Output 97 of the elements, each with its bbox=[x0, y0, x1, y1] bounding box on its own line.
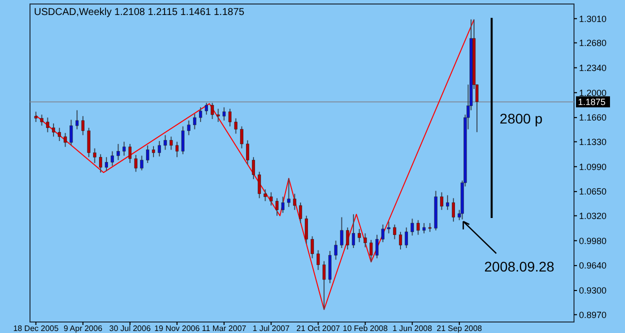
y-tick-label: 0.9980 bbox=[579, 236, 607, 246]
candlestick bbox=[99, 154, 102, 174]
candlestick bbox=[334, 240, 338, 260]
candlestick bbox=[93, 148, 96, 164]
candlestick bbox=[316, 250, 320, 270]
x-tick-label: 11 Mar 2007 bbox=[202, 324, 247, 333]
candlestick bbox=[210, 102, 214, 120]
candlestick bbox=[199, 106, 202, 122]
candlestick bbox=[140, 155, 144, 171]
candlestick bbox=[258, 171, 261, 199]
candlestick bbox=[70, 119, 73, 146]
x-tick-label: 21 Sep 2008 bbox=[436, 324, 483, 333]
x-tick-label: 1 Jul 2007 bbox=[252, 324, 290, 333]
y-tick-label: 1.0650 bbox=[579, 186, 607, 197]
candlestick bbox=[275, 198, 279, 216]
y-tick-label: 1.2340 bbox=[579, 62, 607, 73]
candlestick bbox=[134, 154, 138, 172]
candlestick bbox=[287, 178, 290, 208]
candlestick bbox=[146, 144, 150, 164]
candlestick bbox=[187, 120, 190, 136]
candlestick bbox=[422, 222, 426, 234]
candlestick bbox=[76, 110, 79, 130]
x-tick-label: 19 Nov 2006 bbox=[154, 324, 200, 333]
x-tick-label: 10 Feb 2008 bbox=[342, 324, 388, 333]
candlestick bbox=[404, 226, 408, 248]
annotation: 2008.09.28 bbox=[484, 258, 555, 274]
y-tick-label: 1.1330 bbox=[579, 136, 607, 147]
candlestick bbox=[264, 188, 267, 202]
candlestick bbox=[228, 108, 232, 127]
candlestick bbox=[310, 236, 314, 259]
annotation: 2800 p bbox=[500, 110, 543, 126]
candlestick bbox=[122, 141, 126, 156]
candlestick bbox=[40, 114, 44, 126]
candlestick bbox=[346, 226, 350, 250]
candlestick bbox=[87, 127, 90, 158]
x-tick-label: 18 Dec 2005 bbox=[13, 324, 60, 333]
candlestick bbox=[322, 260, 326, 310]
candlestick bbox=[304, 215, 308, 244]
x-tick-label: 9 Apr 2006 bbox=[64, 324, 103, 333]
candlestick bbox=[358, 228, 361, 243]
candlestick bbox=[234, 118, 238, 134]
y-tick-label: 1.1660 bbox=[579, 112, 607, 123]
candlestick bbox=[375, 234, 379, 259]
y-tick-label: 1.3010 bbox=[579, 14, 607, 24]
candlestick bbox=[181, 126, 184, 155]
candlestick bbox=[440, 192, 444, 210]
candlestick bbox=[110, 150, 114, 166]
candlestick bbox=[387, 221, 390, 234]
ref-line-label: 1.1875 bbox=[578, 96, 606, 107]
line-series bbox=[35, 18, 475, 310]
candlestick bbox=[281, 196, 284, 214]
x-tick-label: 1 Jun 2008 bbox=[392, 324, 433, 333]
candlestick bbox=[81, 116, 84, 136]
candlestick bbox=[370, 239, 373, 262]
y-tick-label: 0.9300 bbox=[579, 286, 607, 296]
candlestick bbox=[252, 156, 256, 180]
y-tick-label: 0.9640 bbox=[579, 260, 607, 271]
x-tick-label: 21 Oct 2007 bbox=[296, 324, 341, 333]
candlestick bbox=[34, 111, 38, 122]
candlestick bbox=[298, 202, 302, 224]
candlestick bbox=[204, 102, 208, 116]
y-tick-label: 1.2680 bbox=[579, 38, 607, 48]
candlestick bbox=[410, 218, 414, 236]
candlestick bbox=[52, 122, 56, 138]
x-tick-label: 30 Jul 2006 bbox=[109, 324, 152, 333]
candlestick bbox=[128, 143, 132, 164]
candlestick bbox=[352, 214, 356, 248]
y-tick-label: 1.2000 bbox=[579, 88, 607, 98]
candlestick bbox=[416, 220, 420, 236]
candlestick bbox=[364, 232, 367, 248]
candlestick bbox=[164, 134, 167, 150]
candlestick bbox=[104, 156, 108, 172]
candlestick bbox=[152, 146, 156, 158]
y-tick-label: 1.0320 bbox=[579, 210, 607, 221]
candlestick bbox=[446, 194, 450, 210]
y-tick-label: 0.8970 bbox=[579, 310, 607, 320]
candlestick bbox=[398, 231, 402, 250]
candlestick bbox=[393, 224, 396, 240]
candlestick bbox=[240, 126, 244, 149]
chart-title: USDCAD,Weekly 1.2108 1.2115 1.1461 1.1875 bbox=[34, 7, 245, 18]
candlestick bbox=[381, 224, 384, 243]
candlestick bbox=[46, 117, 50, 133]
candlestick bbox=[158, 140, 161, 157]
candlestick bbox=[116, 143, 120, 161]
candlestick bbox=[340, 216, 344, 248]
y-tick-label: 1.0990 bbox=[579, 162, 607, 172]
candlestick bbox=[175, 141, 179, 158]
candlestick bbox=[170, 136, 173, 150]
candlestick bbox=[216, 108, 220, 122]
candlestick bbox=[293, 193, 296, 210]
candlestick bbox=[246, 140, 250, 165]
candlestick bbox=[452, 198, 455, 222]
candlestick bbox=[64, 132, 67, 148]
candlestick bbox=[58, 127, 61, 142]
candlestick bbox=[222, 106, 226, 121]
candlestick bbox=[270, 192, 273, 206]
candlestick bbox=[193, 113, 196, 130]
